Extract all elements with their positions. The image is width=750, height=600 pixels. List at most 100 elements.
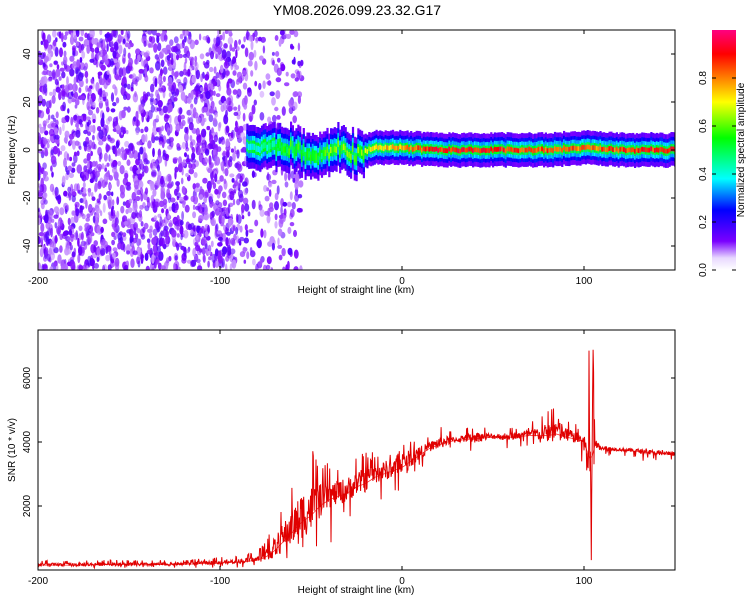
heatmap-noise-cell [284, 172, 288, 182]
heatmap-noise-cell [177, 114, 182, 123]
heatmap-noise-cell [122, 235, 127, 241]
heatmap-noise-cell [264, 195, 270, 202]
heatmap-noise-cell [88, 125, 95, 133]
heatmap-noise-cell [140, 160, 144, 171]
heatmap-noise-cell [152, 188, 157, 197]
heatmap-noise-cell [69, 35, 75, 45]
heatmap-noise-cell [244, 71, 249, 82]
heatmap-noise-cell [69, 55, 75, 62]
heatmap-noise-cell [152, 228, 158, 236]
heatmap-noise-cell [227, 204, 231, 214]
heatmap-noise-cell [285, 33, 292, 40]
heatmap-track-cell [613, 147, 617, 153]
heatmap-noise-cell [83, 263, 87, 270]
heatmap-track-cell [297, 143, 300, 150]
heatmap-noise-cell [208, 162, 214, 169]
heatmap-noise-cell [122, 38, 126, 44]
heatmap-noise-cell [123, 94, 127, 100]
heatmap-noise-cell [259, 55, 264, 61]
heatmap-noise-cell [141, 57, 144, 67]
heatmap-noise-cell [195, 84, 200, 91]
heatmap-noise-cell [289, 30, 295, 35]
heatmap-noise-cell [136, 256, 141, 265]
heatmap-noise-cell [279, 218, 284, 225]
heatmap-track-cell [472, 148, 475, 153]
heatmap-noise-cell [92, 101, 96, 108]
heatmap-noise-cell [111, 219, 115, 230]
heatmap-track-cell [515, 147, 518, 153]
heatmap-noise-cell [68, 224, 73, 231]
heatmap-noise-cell [175, 88, 180, 96]
heatmap-noise-cell [212, 182, 217, 190]
heatmap-track-cell [639, 147, 642, 153]
heatmap-noise-cell [183, 61, 187, 72]
heatmap-noise-cell [195, 127, 200, 136]
heatmap-noise-cell [69, 68, 75, 77]
heatmap-track-cell [415, 145, 418, 150]
heatmap-noise-cell [154, 136, 159, 141]
heatmap-noise-cell [61, 71, 66, 79]
heatmap-noise-cell [162, 47, 168, 53]
heatmap-noise-cell [212, 117, 217, 124]
heatmap-noise-cell [210, 240, 214, 248]
heatmap-track-cell [550, 147, 553, 153]
heatmap-noise-cell [111, 199, 115, 206]
heatmap-noise-cell [180, 114, 185, 120]
heatmap-noise-cell [89, 173, 93, 179]
heatmap-noise-cell [223, 178, 227, 185]
heatmap-noise-cell [226, 50, 231, 59]
heatmap-noise-cell [259, 258, 263, 266]
heatmap-track-cell [672, 146, 675, 152]
heatmap-noise-cell [45, 118, 50, 124]
heatmap-noise-cell [116, 210, 120, 219]
heatmap-noise-cell [187, 223, 192, 231]
heatmap-noise-cell [170, 52, 174, 59]
heatmap-noise-cell [71, 45, 77, 52]
heatmap-noise-cell [79, 57, 83, 63]
heatmap-track-cell [386, 145, 389, 151]
heatmap-noise-cell [217, 30, 220, 36]
heatmap-noise-cell [54, 128, 59, 135]
heatmap-noise-cell [196, 225, 200, 234]
heatmap-track-cell [641, 146, 644, 152]
heatmap-noise-cell [185, 141, 189, 150]
heatmap-noise-cell [157, 170, 162, 180]
heatmap-noise-cell [217, 46, 222, 56]
heatmap-noise-cell [277, 237, 280, 246]
heatmap-noise-cell [282, 266, 286, 270]
heatmap-noise-cell [147, 115, 150, 122]
heatmap-noise-cell [236, 198, 241, 206]
heatmap-noise-cell [43, 56, 49, 64]
heatmap-track-cell [501, 146, 504, 152]
heatmap-noise-cell [42, 61, 46, 69]
heatmap-noise-cell [75, 208, 79, 217]
heatmap-noise-cell [48, 99, 52, 109]
heatmap-noise-cell [90, 232, 95, 237]
heatmap-noise-cell [182, 200, 186, 209]
heatmap-noise-cell [174, 188, 178, 196]
heatmap-noise-cell [59, 47, 63, 58]
heatmap-noise-cell [143, 40, 147, 47]
heatmap-noise-cell [242, 82, 248, 90]
heatmap-noise-cell [162, 149, 166, 157]
heatmap-noise-cell [228, 219, 232, 228]
heatmap-noise-cell [174, 255, 178, 261]
heatmap-track-cell [404, 145, 407, 151]
heatmap-noise-cell [174, 170, 177, 180]
heatmap-noise-cell [154, 221, 160, 230]
heatmap-noise-cell [228, 237, 231, 246]
heatmap-noise-cell [244, 224, 248, 231]
heatmap-noise-cell [109, 184, 112, 189]
heatmap-noise-cell [189, 260, 195, 268]
heatmap-track-cell [260, 144, 264, 151]
heatmap-noise-cell [88, 109, 93, 116]
heatmap-noise-cell [106, 162, 110, 167]
heatmap-noise-cell [58, 91, 62, 101]
heatmap-noise-cell [59, 233, 63, 240]
heatmap-noise-cell [47, 71, 53, 77]
heatmap-noise-cell [267, 241, 273, 247]
heatmap-noise-cell [91, 161, 97, 167]
heatmap-noise-cell [296, 207, 303, 213]
heatmap-track-cell [377, 145, 380, 151]
heatmap-noise-cell [78, 43, 82, 54]
